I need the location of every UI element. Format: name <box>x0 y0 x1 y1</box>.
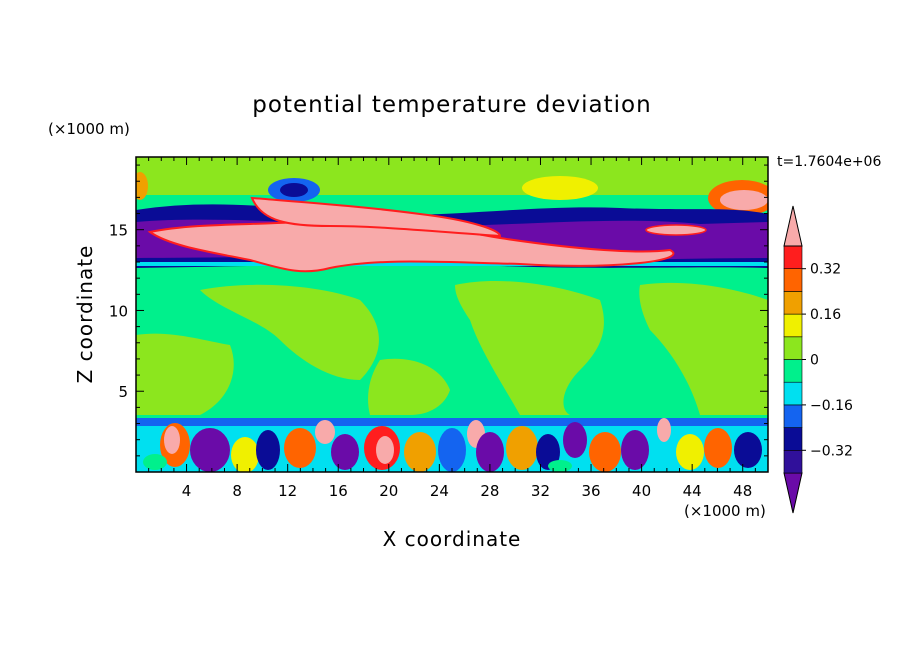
colorbar-tick-label: 0 <box>810 353 819 369</box>
x-ticks: 4 8 12 16 20 24 28 32 36 40 44 48 <box>148 157 756 500</box>
right-warm-lens <box>645 224 707 236</box>
colorbar: −0.32 −0.16 0 0.16 0.32 <box>783 205 853 514</box>
colorbar-underflow <box>783 472 803 514</box>
x-tick-label: 12 <box>278 482 297 500</box>
top-warm-blob <box>522 176 598 200</box>
y-ticks: 5 10 15 <box>109 164 768 457</box>
y-tick-label: 15 <box>109 222 128 240</box>
x-tick-label: 40 <box>632 482 651 500</box>
x-tick-label: 8 <box>232 482 242 500</box>
colorbar-tick-label: −0.32 <box>810 443 853 459</box>
colorbar-box <box>783 313 803 338</box>
heatmap-area <box>136 157 768 472</box>
colorbar-box <box>783 381 803 406</box>
boundary-layer-turbulence <box>143 418 762 472</box>
colorbar-box <box>783 427 803 451</box>
top-right-warm-core <box>720 190 768 210</box>
colorbar-box <box>783 245 803 270</box>
y-axis-label: Z coordinate <box>73 245 97 384</box>
colorbar-box <box>783 404 803 428</box>
colorbar-tick-label: 0.16 <box>810 307 841 323</box>
x-tick-label: 16 <box>329 482 348 500</box>
x-tick-label: 24 <box>430 482 449 500</box>
upper-warm-streak-top <box>250 196 502 238</box>
top-left-cold-core <box>280 183 308 197</box>
mid-light-patch <box>455 280 604 415</box>
colorbar-box <box>783 291 803 315</box>
x-axis-label: X coordinate <box>383 527 522 551</box>
top-left-warm-edge <box>136 172 148 200</box>
chart-title: potential temperature deviation <box>252 92 651 118</box>
upper-cyan-line <box>136 262 768 266</box>
x-tick-label: 36 <box>581 482 600 500</box>
colorbar-overflow <box>783 205 803 247</box>
mid-light-patch <box>368 358 450 415</box>
x-tick-label: 28 <box>480 482 499 500</box>
colorbar-box <box>783 268 803 292</box>
x-tick-label: 4 <box>182 482 192 500</box>
mid-light-patch <box>639 282 768 415</box>
boundary-layer-cold-base <box>136 418 768 426</box>
colorbar-tick-label: 0.32 <box>810 262 841 278</box>
colorbar-tick-label: −0.16 <box>810 398 853 414</box>
x-tick-label: 32 <box>531 482 550 500</box>
top-light-band <box>136 157 768 195</box>
x-unit-label: (×1000 m) <box>684 502 766 520</box>
time-label: t=1.7604e+06 <box>777 154 881 170</box>
y-unit-label: (×1000 m) <box>48 120 130 138</box>
mid-light-patch <box>200 284 379 380</box>
colorbar-box <box>783 449 803 474</box>
x-tick-label: 48 <box>733 482 752 500</box>
colorbar-box <box>783 359 803 383</box>
mid-light-patch <box>136 333 234 415</box>
y-tick-label: 5 <box>118 383 128 401</box>
x-tick-label: 44 <box>683 482 702 500</box>
colorbar-box <box>783 336 803 360</box>
x-tick-label: 20 <box>379 482 398 500</box>
y-tick-label: 10 <box>109 302 128 320</box>
